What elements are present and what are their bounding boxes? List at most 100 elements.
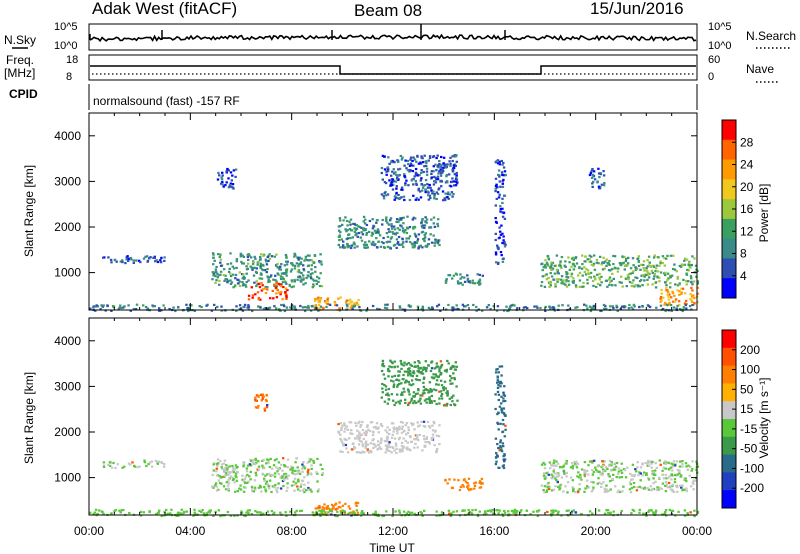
- data-cell: [315, 306, 318, 309]
- data-cell: [246, 253, 249, 256]
- data-cell: [280, 463, 283, 466]
- data-cell: [326, 298, 329, 301]
- data-cell: [503, 435, 506, 438]
- data-cell: [471, 279, 474, 282]
- data-cell: [216, 458, 220, 461]
- data-cell: [387, 387, 391, 391]
- data-cell: [630, 306, 633, 309]
- data-cell: [359, 434, 362, 437]
- data-cell: [388, 441, 391, 444]
- data-cell: [678, 303, 681, 307]
- data-cell: [251, 490, 254, 493]
- data-cell: [495, 160, 498, 163]
- data-cell: [636, 466, 639, 469]
- data-cell: [347, 233, 350, 237]
- data-cell: [666, 304, 669, 307]
- data-cell: [238, 280, 241, 283]
- data-cell: [581, 285, 584, 288]
- data-cell: [144, 305, 148, 309]
- data-cell: [430, 176, 434, 179]
- data-cell: [673, 481, 677, 484]
- data-cell: [552, 509, 555, 512]
- colorbar-swatch: [722, 258, 736, 279]
- data-cell: [692, 479, 695, 482]
- data-cell: [387, 228, 390, 231]
- data-cell: [439, 172, 443, 175]
- data-cell: [494, 217, 497, 220]
- data-cell: [163, 462, 166, 466]
- data-cell: [412, 370, 415, 373]
- data-cell: [361, 443, 365, 446]
- data-cell: [356, 235, 359, 238]
- data-cell: [364, 218, 367, 221]
- data-cell: [604, 465, 608, 468]
- data-cell: [412, 226, 415, 229]
- data-cell: [403, 370, 407, 373]
- data-cell: [556, 462, 560, 465]
- data-cell: [541, 262, 544, 265]
- data-cell: [354, 421, 357, 424]
- data-cell: [310, 473, 313, 476]
- data-cell: [676, 469, 679, 472]
- data-cell: [413, 241, 416, 244]
- data-cell: [487, 304, 490, 307]
- data-cell: [254, 257, 257, 260]
- data-cell: [494, 371, 498, 374]
- data-cell: [247, 304, 250, 307]
- data-cell: [624, 476, 628, 479]
- data-cell: [474, 508, 477, 511]
- data-cell: [220, 476, 223, 479]
- data-cell: [410, 178, 414, 181]
- data-cell: [228, 185, 231, 188]
- data-cell: [547, 256, 550, 259]
- data-cell: [602, 481, 605, 484]
- data-cell: [421, 514, 424, 517]
- data-cell: [352, 303, 355, 306]
- data-cell: [401, 243, 404, 246]
- data-cell: [364, 442, 367, 445]
- data-cell: [294, 473, 297, 476]
- data-cell: [145, 464, 148, 468]
- data-cell: [276, 486, 279, 489]
- data-cell: [602, 261, 606, 264]
- data-cell: [494, 232, 497, 235]
- data-cell: [384, 451, 387, 454]
- data-cell: [591, 279, 595, 283]
- data-cell: [231, 183, 235, 186]
- data-cell: [494, 190, 497, 193]
- data-cell: [264, 287, 267, 290]
- data-cell: [270, 274, 273, 277]
- data-cell: [466, 485, 469, 488]
- data-cell: [309, 488, 312, 491]
- data-cell: [503, 394, 507, 397]
- data-cell: [102, 512, 105, 515]
- data-cell: [350, 429, 353, 432]
- data-cell: [309, 277, 313, 280]
- data-cell: [453, 378, 456, 381]
- data-cell: [663, 462, 666, 465]
- data-cell: [409, 440, 413, 443]
- data-cell: [127, 304, 130, 307]
- data-cell: [564, 260, 567, 263]
- data-cell: [501, 197, 504, 200]
- data-cell: [334, 502, 338, 505]
- data-cell: [681, 489, 684, 492]
- data-cell: [437, 435, 441, 438]
- data-cell: [498, 226, 501, 229]
- data-cell: [364, 246, 368, 249]
- nave-tick-top: 60: [708, 54, 720, 66]
- data-cell: [616, 270, 620, 273]
- data-cell: [558, 487, 562, 490]
- data-cell: [610, 464, 613, 467]
- data-cell: [556, 479, 559, 482]
- data-cell: [440, 511, 444, 514]
- data-cell: [395, 187, 398, 190]
- data-cell: [361, 511, 365, 515]
- data-cell: [440, 185, 443, 188]
- data-cell: [386, 245, 390, 248]
- data-cell: [668, 293, 671, 296]
- data-cell: [262, 395, 265, 398]
- data-cell: [132, 259, 135, 262]
- data-cell: [331, 507, 334, 510]
- data-cell: [242, 262, 245, 265]
